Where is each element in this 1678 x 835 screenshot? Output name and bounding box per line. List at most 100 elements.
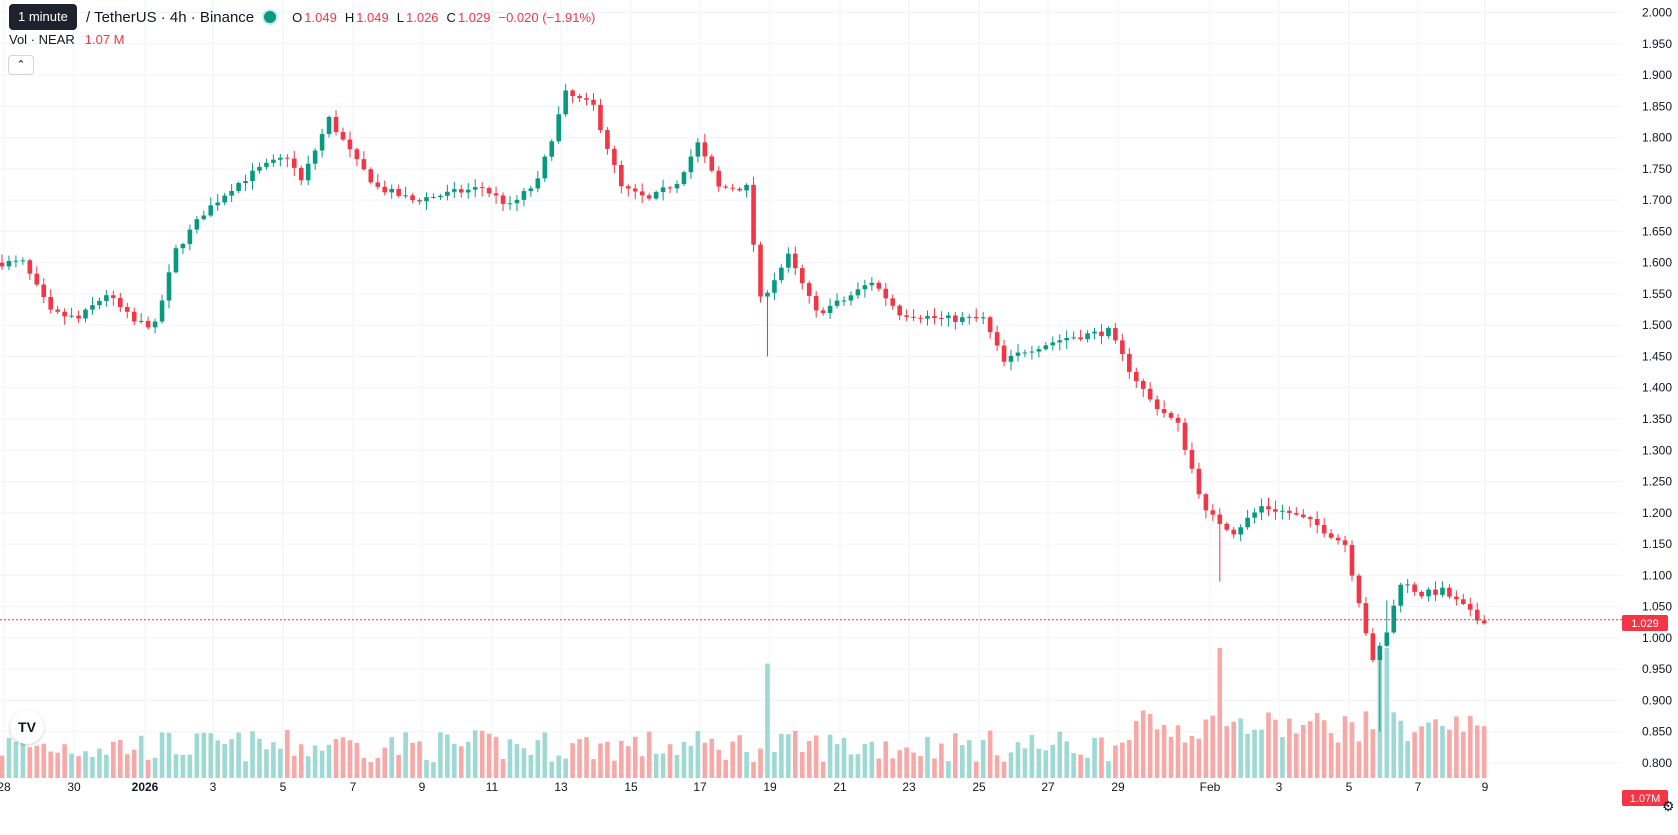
volume-bar — [528, 754, 534, 778]
volume-bar — [799, 751, 805, 778]
price-tick-label: 0.850 — [1642, 725, 1672, 739]
volume-bar — [1099, 737, 1104, 778]
candle — [1057, 334, 1063, 351]
volume-bar — [827, 734, 833, 778]
volume-bar — [236, 732, 241, 778]
volume-bar — [111, 741, 116, 778]
volume-value: 1.07 M — [84, 32, 125, 47]
candle — [236, 181, 241, 194]
volume-bar — [619, 740, 624, 778]
last-price-label: 1.029 — [1631, 618, 1659, 630]
candle — [1182, 417, 1188, 456]
candle — [1307, 515, 1313, 528]
price-tick-label: 1.000 — [1642, 631, 1672, 645]
candle — [994, 325, 1000, 352]
volume-bar — [876, 758, 882, 778]
candle — [1328, 529, 1334, 540]
tradingview-logo-icon[interactable]: TV — [10, 710, 44, 744]
volume-label[interactable]: Vol · NEAR — [9, 32, 75, 47]
volume-bar — [1078, 754, 1083, 778]
volume-bar — [1175, 725, 1181, 778]
candle — [646, 192, 652, 201]
time-tick-label: Feb — [1200, 780, 1221, 794]
volume-bar — [674, 755, 680, 778]
candle — [1342, 536, 1348, 553]
volume-legend: Vol · NEAR 1.07 M — [9, 32, 125, 47]
volume-bar — [361, 757, 367, 778]
volume-bar — [1307, 721, 1313, 778]
candle — [806, 280, 812, 304]
volume-bar — [730, 741, 735, 778]
candle — [173, 244, 179, 274]
volume-bar — [1196, 738, 1202, 778]
volume-bar — [180, 754, 186, 778]
time-tick-label: 5 — [280, 780, 287, 794]
candle — [786, 247, 791, 273]
candle — [180, 242, 186, 255]
volume-bar — [1426, 722, 1431, 778]
price-tick-label: 0.900 — [1642, 693, 1672, 707]
volume-bar — [34, 745, 40, 778]
candle — [716, 166, 722, 192]
volume-bar — [27, 747, 33, 778]
volume-bar — [138, 735, 144, 778]
volume-bar — [333, 739, 339, 778]
symbol-title[interactable]: / TetherUS · 4h · Binance — [86, 8, 255, 26]
candle — [1140, 378, 1146, 398]
candle — [90, 297, 95, 315]
volume-bar — [354, 742, 360, 778]
candle — [1349, 540, 1355, 582]
volume-bar — [486, 733, 492, 778]
chevron-up-icon[interactable]: ⌃ — [8, 55, 34, 75]
gear-icon[interactable]: ⚙ — [1662, 798, 1675, 814]
volume-bar — [208, 733, 214, 778]
candle — [1106, 326, 1111, 339]
time-tick-label: 5 — [1346, 780, 1353, 794]
candle — [27, 258, 33, 281]
candle — [1321, 518, 1327, 538]
candle — [438, 193, 443, 201]
candle — [960, 311, 965, 325]
time-axis[interactable]: 28 30 2026 3 5 7 9 11 13 15 17 19 21 23 25 27 29 Feb 3 5 7 9 — [0, 780, 1489, 794]
volume-bar — [1314, 713, 1320, 778]
price-axis[interactable]: 2.000 1.950 1.900 1.850 1.800 1.750 1.700 1.650… — [1642, 6, 1672, 770]
candle — [361, 151, 367, 171]
candle — [1001, 340, 1007, 367]
volume-bar — [41, 743, 47, 778]
candle — [1099, 324, 1104, 345]
candle — [1447, 584, 1452, 599]
volume-bar — [716, 749, 722, 778]
candle — [1036, 345, 1042, 358]
volume-bar — [514, 744, 520, 778]
candle — [382, 180, 388, 196]
candle — [1210, 504, 1216, 521]
candle — [639, 183, 645, 203]
time-tick-label: 23 — [902, 780, 916, 794]
time-tick-label: 21 — [833, 780, 847, 794]
volume-bar — [291, 755, 297, 778]
volume-bar — [1440, 726, 1445, 778]
volume-bar — [994, 755, 1000, 778]
volume-bar — [424, 759, 429, 778]
volume-bar — [1029, 735, 1035, 778]
volume-bar — [298, 744, 304, 778]
volume-bar — [1182, 742, 1188, 778]
volume-bar — [890, 758, 896, 778]
time-tick-label: 3 — [210, 780, 217, 794]
candle — [368, 167, 374, 185]
volume-bar — [598, 743, 603, 778]
volume-bar — [737, 735, 742, 778]
volume-bar — [765, 663, 770, 778]
price-tick-label: 0.950 — [1642, 662, 1672, 676]
volume-bar — [1238, 718, 1243, 778]
candle — [1384, 600, 1390, 648]
price-tick-label: 1.650 — [1642, 224, 1672, 238]
candle — [396, 184, 401, 198]
volume-bar — [166, 732, 172, 778]
volume-bar — [243, 761, 248, 778]
candle — [598, 98, 603, 133]
candle — [1168, 411, 1174, 421]
volume-bar — [1203, 719, 1209, 778]
candle — [312, 147, 318, 170]
